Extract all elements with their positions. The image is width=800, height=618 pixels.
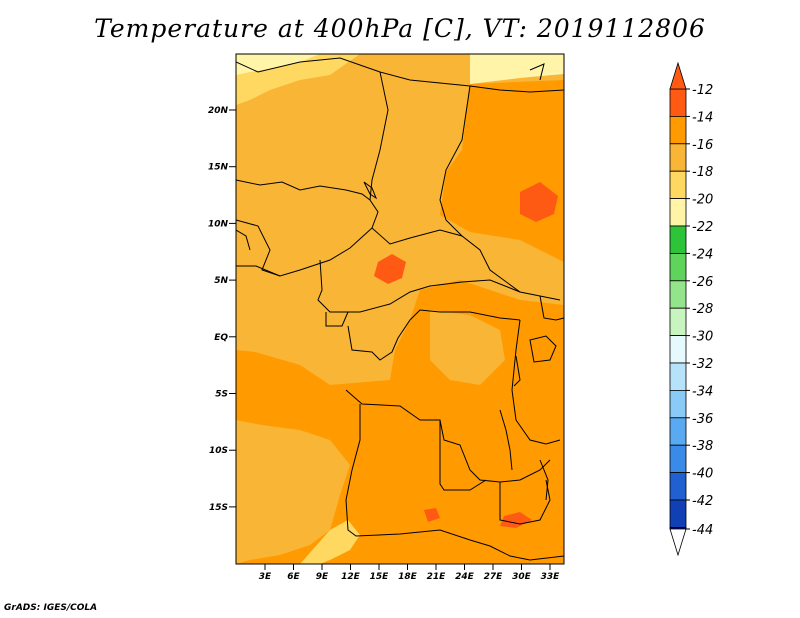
country-borders — [236, 57, 564, 561]
colorbar-swatch — [669, 252, 687, 282]
border-line — [236, 229, 251, 251]
region-14-ne — [470, 86, 564, 160]
colorbar-swatch — [669, 307, 687, 337]
colorbar-label: -24 — [692, 247, 713, 262]
lon-tick-label: 3E — [259, 572, 272, 582]
colorbar-label: -30 — [692, 330, 713, 345]
colorbar-swatch — [669, 472, 687, 501]
credit-label: GrADS: IGES/COLA — [4, 603, 98, 613]
region-20 — [236, 54, 320, 75]
colorbar-swatch — [669, 444, 687, 474]
region-12-c — [424, 508, 440, 522]
colorbar-label: -16 — [692, 138, 713, 153]
colorbar-label: -42 — [692, 494, 713, 509]
colorbar-swatch — [669, 225, 687, 254]
lake-outline — [499, 409, 513, 471]
region-12-b — [374, 254, 406, 284]
border-line — [439, 420, 487, 491]
lat-tick-label: EQ — [214, 333, 228, 343]
colorbar-label: -26 — [692, 275, 713, 290]
colorbar-top-triangle — [669, 61, 687, 90]
region-20-ne — [470, 54, 564, 84]
longitude-axis: 3E 6E 9E 12E 15E 18E 21E 24E 27E 30E 33E — [259, 564, 560, 582]
border-line — [236, 179, 371, 201]
lat-tick-label: 20N — [208, 106, 229, 116]
colorbar-label: -38 — [692, 439, 713, 454]
border-line — [539, 295, 564, 321]
lat-tick-label: 5N — [214, 276, 228, 286]
lon-tick-label: 27E — [484, 572, 504, 582]
lon-tick-label: 33E — [541, 572, 561, 582]
lon-tick-label: 15E — [370, 572, 390, 582]
lat-tick-label: 5S — [215, 390, 228, 400]
lon-tick-label: 12E — [341, 572, 361, 582]
border-line — [236, 57, 564, 93]
coast-outline — [529, 63, 545, 81]
colorbar-label: -34 — [692, 384, 713, 399]
border-line — [499, 479, 551, 525]
lon-tick-label: 9E — [316, 572, 329, 582]
lat-tick-label: 15N — [208, 163, 229, 173]
lon-tick-label: 30E — [512, 572, 532, 582]
colorbar-swatch — [669, 116, 687, 145]
colorbar-label: -12 — [692, 83, 713, 98]
lake-outline — [529, 335, 557, 363]
chart-title: Temperature at 400hPa [C], VT: 201911280… — [94, 14, 706, 43]
region-16-south — [236, 420, 350, 564]
border-line — [345, 404, 564, 561]
colorbar-label: -44 — [692, 523, 713, 538]
colorbar-label: -40 — [692, 467, 713, 482]
map-frame — [235, 53, 565, 565]
region-16-north — [236, 54, 470, 248]
lat-tick-label: 10N — [208, 219, 229, 229]
colorbar-swatch — [669, 335, 687, 364]
colorbar-label: -32 — [692, 357, 713, 372]
latitude-axis: 20N 15N 10N 5N EQ 5S 10S 15S — [208, 106, 236, 513]
border-line — [317, 259, 521, 313]
border-line — [236, 265, 281, 277]
region-16-centre — [430, 310, 505, 385]
lon-tick-label: 21E — [427, 572, 447, 582]
colorbar-label: -28 — [692, 302, 713, 317]
border-line — [369, 71, 561, 301]
lake-outline — [363, 181, 378, 200]
region-12-d — [500, 512, 532, 528]
colorbar-label: -20 — [692, 193, 713, 208]
colorbar-label: -18 — [692, 165, 713, 180]
lat-tick-label: 15S — [209, 503, 228, 513]
region-12-a — [520, 182, 558, 222]
colorbar-swatch — [669, 417, 687, 446]
colorbar-label: -14 — [692, 110, 713, 125]
colorbar-swatch — [669, 362, 687, 391]
lat-tick-label: 10S — [209, 446, 228, 456]
colorbar-bottom-triangle — [669, 528, 687, 557]
lake-outline — [539, 459, 549, 501]
border-line — [439, 85, 471, 237]
colorbar-swatch — [669, 389, 687, 419]
colorbar-label: -36 — [692, 412, 713, 427]
colorbar-swatch — [669, 88, 687, 117]
border-line — [347, 309, 521, 361]
lon-tick-label: 6E — [287, 572, 300, 582]
colorbar-swatch — [669, 143, 687, 172]
lon-tick-label: 24E — [455, 572, 475, 582]
lon-tick-label: 18E — [398, 572, 418, 582]
colorbar-swatch — [669, 170, 687, 199]
border-line — [325, 311, 349, 327]
border-line — [345, 389, 551, 483]
colorbar-label: -22 — [692, 220, 713, 235]
temperature-field — [236, 54, 564, 564]
colorbar-swatch — [669, 499, 687, 528]
colorbar: -12 -14 -16 -18 -20 -22 -24 -26 -28 -30 -32 -34 -36 -… — [669, 61, 713, 557]
colorbar-swatch — [669, 198, 687, 227]
region-18-sw — [300, 520, 360, 564]
colorbar-swatch — [669, 280, 687, 309]
border-line — [511, 319, 561, 445]
lake-outline — [513, 355, 521, 387]
